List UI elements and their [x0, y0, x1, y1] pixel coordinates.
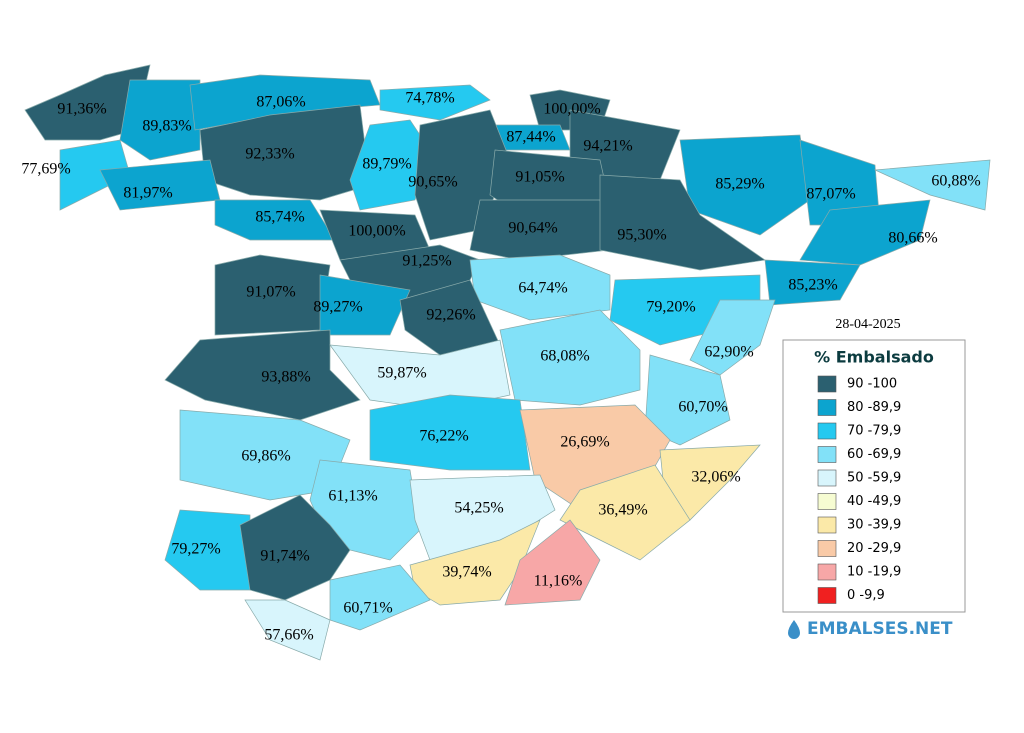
region-label: 90,65% [408, 174, 457, 191]
region-label: 77,69% [21, 161, 70, 178]
region-label: 81,97% [123, 185, 172, 202]
legend-label: 30 -39,9 [847, 518, 901, 533]
region-label: 85,29% [715, 176, 764, 193]
region-label: 100,00% [543, 101, 600, 118]
region [469, 199, 611, 261]
legend-swatch [817, 399, 837, 416]
region-label: 89,27% [313, 299, 362, 316]
legend-label: 90 -100 [847, 377, 897, 392]
legend-swatch [817, 516, 837, 534]
legend-label: 80 -89,9 [847, 400, 901, 415]
region-label: 92,33% [245, 146, 294, 163]
region-label: 91,25% [402, 253, 451, 270]
legend-swatch [817, 375, 837, 393]
legend: 90 -100 80 -89,9 70 -79,9 60 -69,9 50 -59,9 4… [817, 375, 901, 604]
legend-label: 10 -19,9 [847, 565, 901, 580]
region-label: 95,30% [617, 227, 666, 244]
legend-label: 20 -29,9 [847, 541, 901, 556]
region [214, 199, 336, 241]
region [504, 519, 601, 606]
region-label: 64,74% [518, 280, 567, 297]
region [329, 339, 511, 411]
region-label: 76,22% [419, 428, 468, 445]
region [349, 119, 431, 211]
region-label: 87,44% [506, 129, 555, 146]
region [689, 299, 776, 376]
region-label: 79,27% [171, 541, 220, 558]
legend-label: 70 -79,9 [847, 424, 901, 439]
legend-swatch [817, 469, 837, 487]
legend-swatch [817, 446, 837, 463]
region [329, 564, 431, 631]
region-label: 62,90% [704, 344, 753, 361]
region-label: 69,86% [241, 448, 290, 465]
region-label: 80,66% [888, 230, 937, 247]
region-label: 54,25% [454, 500, 503, 517]
region [239, 494, 351, 601]
region-label: 79,20% [646, 299, 695, 316]
region-label: 60,88% [931, 173, 980, 190]
date: 28-04-2025 [835, 317, 900, 332]
legend-title: % Embalsado [814, 348, 934, 367]
region [119, 79, 201, 161]
region-label: 87,06% [256, 94, 305, 111]
region [164, 329, 361, 421]
region-label: 57,66% [264, 627, 313, 644]
region-label: 39,74% [442, 564, 491, 581]
region [369, 394, 531, 471]
legend-swatch [817, 540, 837, 557]
region [164, 509, 251, 591]
region [873, 159, 991, 211]
region-labels: 91,36% 89,83% 87,06% 74,78% 100,00% 87,44% 94,… [21, 90, 980, 644]
region-label: 74,78% [405, 90, 454, 107]
region [244, 599, 331, 661]
legend-swatch [817, 493, 837, 510]
region-label: 87,07% [806, 186, 855, 203]
region-label: 90,64% [508, 220, 557, 237]
region [559, 464, 691, 561]
region-label: 94,21% [583, 138, 632, 155]
region-label: 91,05% [515, 169, 564, 186]
region-label: 93,88% [261, 369, 310, 386]
region-label: 26,69% [560, 434, 609, 451]
region-label: 32,06% [691, 469, 740, 486]
region-label: 60,70% [678, 399, 727, 416]
region-label: 91,36% [57, 101, 106, 118]
legend-label: 60 -69,9 [847, 447, 901, 462]
region-label: 60,71% [343, 600, 392, 617]
legend-swatch [817, 563, 837, 581]
region-label: 68,08% [540, 348, 589, 365]
region [799, 199, 931, 266]
legend-swatch [817, 422, 837, 440]
region-label: 61,13% [328, 488, 377, 505]
region-label: 100,00% [348, 223, 405, 240]
region-label: 11,16% [534, 573, 583, 590]
region-label: 85,74% [255, 209, 304, 226]
legend-box [782, 339, 966, 613]
region-label: 89,83% [142, 118, 191, 135]
brand-icon [788, 620, 800, 639]
region-label: 91,74% [260, 548, 309, 565]
legend-label: 40 -49,9 [847, 494, 901, 509]
brand: EMBALSES.NET [807, 619, 953, 639]
region [379, 84, 491, 121]
region-label: 36,49% [598, 502, 647, 519]
region-label: 89,79% [362, 156, 411, 173]
region [319, 274, 411, 336]
region-label: 92,26% [426, 307, 475, 324]
regions [24, 64, 991, 661]
region-label: 59,87% [377, 365, 426, 382]
legend-swatch [817, 587, 837, 604]
region-label: 91,07% [246, 284, 295, 301]
region-label: 85,23% [788, 277, 837, 294]
region [764, 259, 861, 306]
legend-label: 50 -59,9 [847, 471, 901, 486]
legend-label: 0 -9,9 [847, 588, 885, 603]
